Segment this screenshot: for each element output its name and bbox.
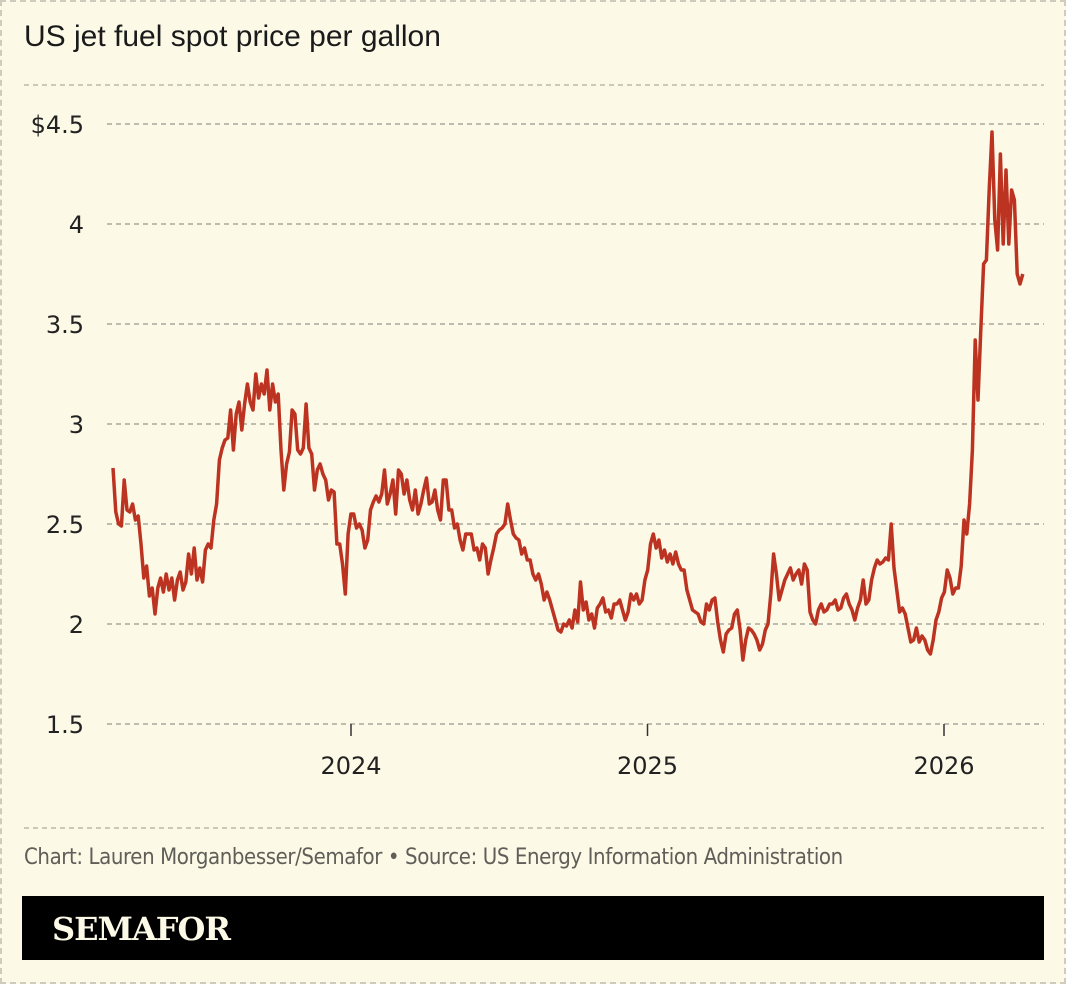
y-axis: $4.5 4 3.5 3 2.5 2 1.5 [31,111,84,739]
x-tick-label: 2026 [913,752,974,780]
y-tick-label: 1.5 [46,711,84,739]
y-tick-label: 2 [69,611,84,639]
chart-title: US jet fuel spot price per gallon [24,20,441,53]
y-tick-label: 3 [69,411,84,439]
source-credit: Chart: Lauren Morganbesser/Semafor • Sou… [24,845,843,870]
gridlines [107,123,1044,725]
brand-bar: SEMAFOR [22,896,1044,960]
y-tick-label: $4.5 [31,111,84,139]
semafor-logo: SEMAFOR [52,910,231,948]
y-tick-label: 3.5 [46,311,84,339]
y-tick-label: 2.5 [46,511,84,539]
y-tick-label: 4 [69,211,84,239]
x-axis: 2024 2025 2026 [320,724,975,780]
x-tick-label: 2024 [320,752,381,780]
x-tick-label: 2025 [617,752,678,780]
series-line-jet-fuel-price [111,130,1025,662]
